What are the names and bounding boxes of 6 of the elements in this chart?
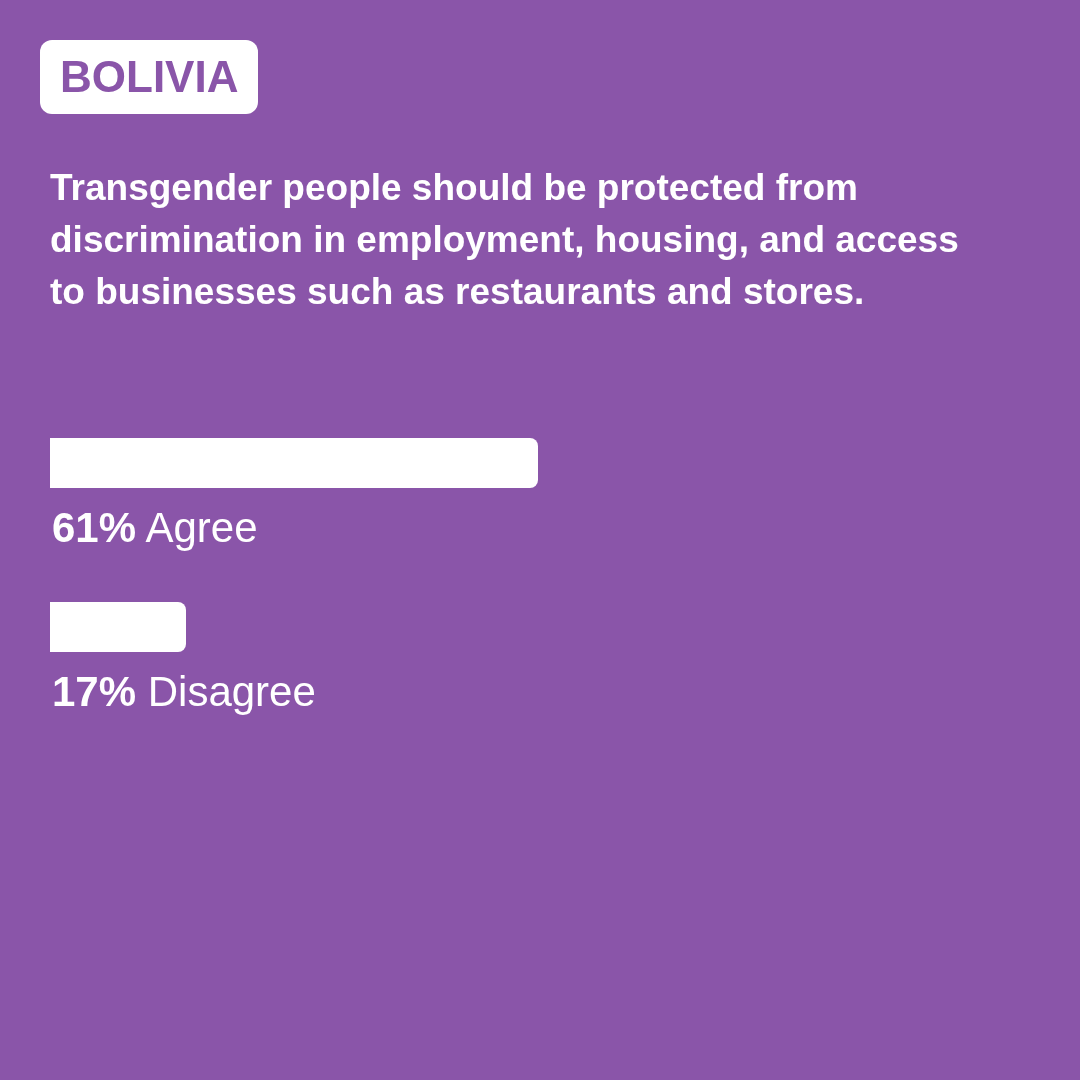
data-label: 61%	[52, 504, 137, 551]
chart-subtitle: Transgender people should be protected from discrimination in employment, housing, and access to businesses such as restaurants and stores.	[50, 166, 960, 314]
data-label: 17%	[52, 668, 137, 715]
y-tick-label: Disagree	[147, 668, 316, 715]
chart-title: BOLIVIA	[40, 40, 259, 114]
y-tick-label: Agree	[145, 504, 258, 551]
